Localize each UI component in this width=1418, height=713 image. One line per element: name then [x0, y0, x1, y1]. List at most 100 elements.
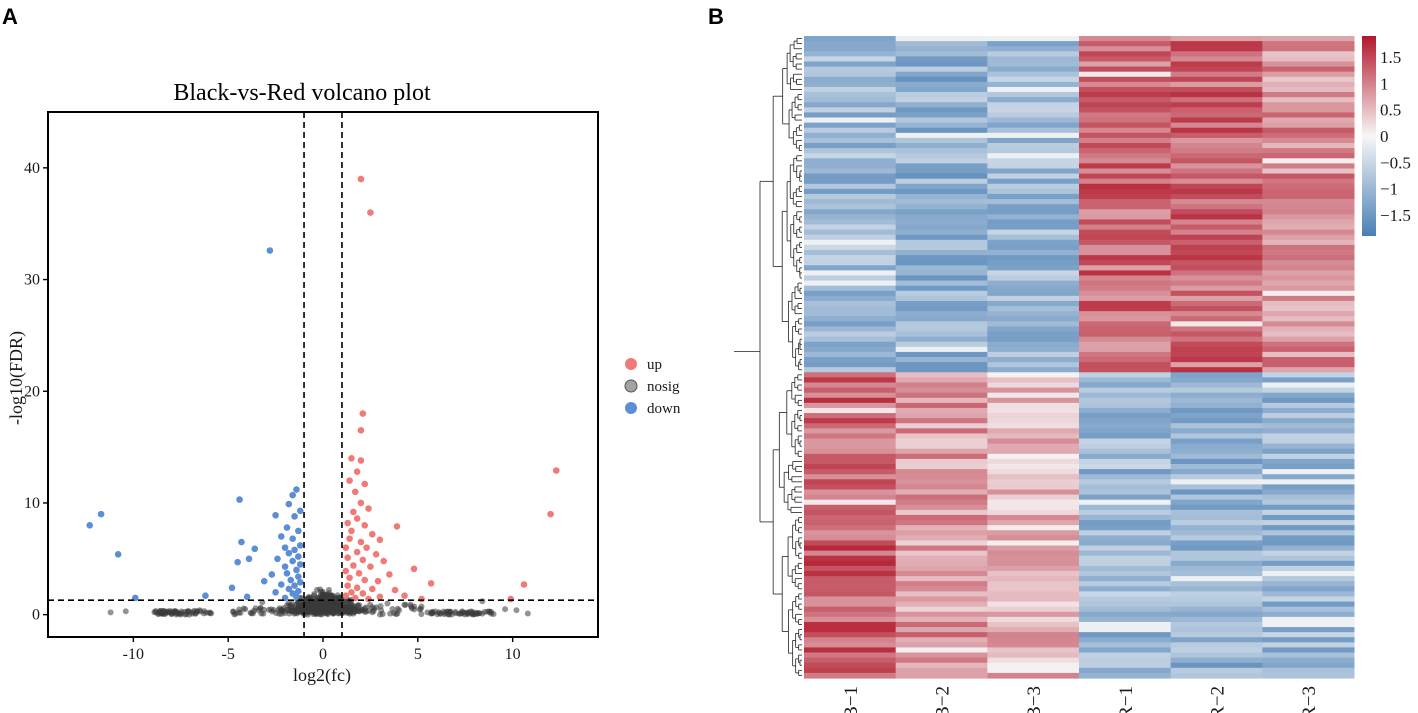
- heatmap-cell: [1262, 357, 1355, 363]
- heatmap-cell: [1262, 290, 1355, 297]
- point-up: [346, 477, 353, 484]
- point-nosig: [206, 610, 213, 617]
- heatmap-cell: [895, 423, 988, 429]
- heatmap-cell: [1170, 632, 1263, 638]
- heatmap-cell: [1262, 86, 1355, 93]
- heatmap-cell: [1079, 499, 1172, 506]
- point-up: [369, 585, 376, 593]
- heatmap-cell: [1079, 458, 1172, 465]
- heatmap-cell: [895, 71, 988, 78]
- heatmap-cell: [895, 341, 988, 348]
- heatmap-cell: [987, 183, 1080, 190]
- heatmap-cell: [1262, 51, 1355, 57]
- heatmap-cell: [895, 163, 988, 170]
- point-nosig: [331, 603, 338, 610]
- heatmap-cell: [987, 81, 1080, 88]
- heatmap-cell: [1170, 209, 1263, 215]
- heatmap-cell: [895, 61, 988, 68]
- heatmap-cell: [804, 474, 897, 480]
- heatmap-cell: [895, 357, 988, 363]
- heatmap-cell: [1079, 627, 1172, 633]
- heatmap-cell: [895, 285, 988, 292]
- heatmap-cell: [1262, 453, 1355, 460]
- point-up: [357, 499, 365, 507]
- heatmap-cell: [1170, 657, 1263, 664]
- heatmap-cell: [1170, 647, 1263, 654]
- point-up: [376, 536, 384, 544]
- heatmap-cell: [987, 453, 1080, 460]
- heatmap-cell: [895, 652, 988, 659]
- heatmap-cell: [804, 183, 897, 190]
- heatmap-cell: [895, 499, 988, 506]
- heatmap-cell: [1170, 255, 1263, 261]
- heatmap-cell: [987, 377, 1080, 384]
- heatmap-cell: [1262, 520, 1355, 526]
- heatmap-cell: [1170, 173, 1263, 180]
- heatmap-cell: [895, 209, 988, 215]
- heatmap-cell: [1262, 464, 1355, 470]
- heatmap-cell: [1262, 188, 1355, 195]
- point-down: [228, 584, 236, 592]
- heatmap-cell: [1262, 336, 1355, 343]
- heatmap-cell: [895, 239, 988, 246]
- heatmap-cell: [1079, 239, 1172, 246]
- heatmap-cell: [1079, 474, 1172, 480]
- heatmap-cell: [1262, 565, 1355, 572]
- point-nosig: [456, 610, 463, 617]
- heatmap-cell: [1262, 255, 1355, 261]
- heatmap-cell: [1262, 448, 1355, 455]
- heatmap-cell: [1079, 97, 1172, 103]
- heatmap-cell: [1170, 565, 1263, 572]
- point-nosig: [384, 600, 391, 607]
- point-down: [289, 491, 296, 499]
- heatmap-cell: [987, 86, 1080, 93]
- heatmap-cell: [1079, 616, 1172, 623]
- heatmap-cell: [1079, 672, 1172, 679]
- heatmap-cell: [804, 143, 897, 149]
- heatmap-cell: [804, 204, 897, 210]
- heatmap-cell: [1170, 514, 1263, 521]
- heatmap-cell: [1170, 448, 1263, 455]
- point-nosig: [371, 605, 378, 612]
- heatmap-cell: [804, 357, 897, 363]
- heatmap-cell: [1262, 316, 1355, 322]
- y-tick-label: 40: [24, 160, 40, 177]
- heatmap-cell: [1079, 224, 1172, 231]
- heatmap-cell: [804, 489, 897, 496]
- heatmap-cell: [804, 642, 897, 649]
- heatmap-cell: [1170, 560, 1263, 567]
- point-up: [357, 457, 365, 464]
- heatmap-cell: [1262, 382, 1355, 389]
- heatmap-cell: [1262, 438, 1355, 445]
- point-up: [376, 593, 384, 601]
- heatmap-cell: [987, 362, 1080, 368]
- point-down: [295, 573, 302, 580]
- heatmap-cell: [1262, 36, 1355, 42]
- heatmap-cell: [987, 290, 1080, 297]
- heatmap-cell: [1262, 530, 1355, 536]
- heatmap-cell: [1262, 667, 1355, 674]
- point-up: [342, 567, 350, 575]
- heatmap-cell: [1079, 76, 1172, 83]
- heatmap-cell: [1170, 132, 1263, 139]
- heatmap-cell: [1170, 158, 1263, 164]
- heatmap-cell: [1079, 163, 1172, 170]
- heatmap-cell: [1079, 244, 1172, 251]
- heatmap-cell: [1262, 92, 1355, 98]
- colorbar-ticks: 1.5 1 0.5 0 −0.5 −1 −1.5: [1380, 48, 1411, 225]
- heatmap-cell: [895, 596, 988, 603]
- heatmap-cell: [804, 331, 897, 338]
- heatmap-cell: [987, 143, 1080, 149]
- heatmap-cell: [804, 657, 897, 664]
- colorbar-tick-label: 0.5: [1380, 101, 1401, 120]
- heatmap-cell: [1170, 250, 1263, 256]
- heatmap-cell: [804, 525, 897, 531]
- heatmap-cell: [1170, 596, 1263, 603]
- heatmap-cell: [987, 321, 1080, 328]
- heatmap-cell: [895, 56, 988, 63]
- heatmap-cell: [1079, 402, 1172, 409]
- heatmap-cell: [895, 265, 988, 271]
- point-up: [342, 592, 350, 599]
- heatmap-cell: [1262, 143, 1355, 149]
- heatmap-col-label: B−2: [933, 686, 954, 713]
